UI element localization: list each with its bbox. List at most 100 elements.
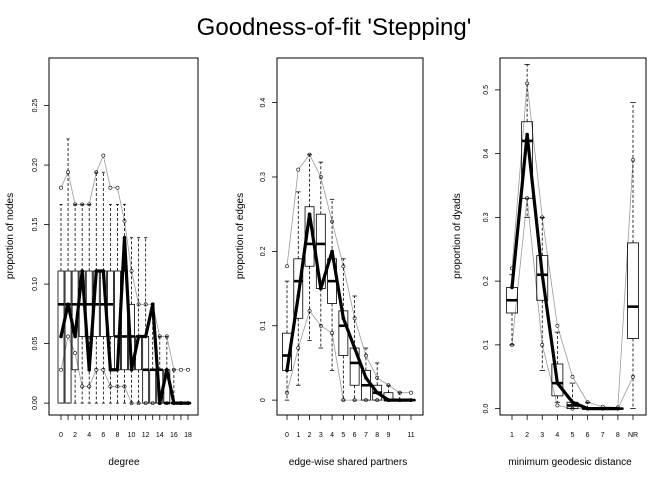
upper-band-point xyxy=(409,390,413,395)
observed-point xyxy=(172,401,176,405)
lower-band-point xyxy=(66,334,70,339)
observed-point xyxy=(66,302,70,307)
y-axis-label: proportion of dyads xyxy=(452,193,463,279)
observed-line-group xyxy=(510,132,620,411)
reference-bands xyxy=(285,152,413,403)
y-tick-label: 0.2 xyxy=(483,276,490,286)
upper-band-line xyxy=(286,153,411,394)
observed-point xyxy=(165,367,169,372)
x-tick-label: 12 xyxy=(142,432,150,439)
plot-frame xyxy=(48,57,199,416)
box xyxy=(521,121,534,199)
upper-band-point xyxy=(115,185,120,190)
y-tick-label: 0.3 xyxy=(260,172,267,182)
observed-point xyxy=(143,334,148,339)
y-tick-label: 0.0 xyxy=(483,404,490,414)
box xyxy=(293,258,304,319)
observed-point xyxy=(364,376,368,380)
figure-title: Goodness-of-fit 'Stepping' xyxy=(197,14,472,41)
x-tick-label: 8 xyxy=(375,432,379,439)
observed-point xyxy=(285,368,289,373)
y-tick-label: 0.4 xyxy=(483,149,490,159)
upper-band-line xyxy=(511,83,634,408)
geodesic-distance-panel: 0.0 0.1 0.2 0.3 0.4 0.5 1 2 3 4 5 6 7 8 NR minimum ge… xyxy=(452,57,647,468)
upper-band-point xyxy=(108,185,113,190)
y-tick-label: 0.1 xyxy=(260,321,267,331)
observed-point xyxy=(80,269,84,273)
observed-point xyxy=(386,398,391,402)
y-axis-ticks: 0.0 0.1 0.2 0.3 0.4 0.5 xyxy=(483,85,500,414)
observed-point xyxy=(296,294,301,298)
y-axis-label: proportion of edges xyxy=(235,193,246,279)
upper-band-point xyxy=(186,367,190,372)
x-axis-ticks: 0 2 4 6 8 10 12 14 16 18 xyxy=(59,415,192,439)
x-tick-label: 6 xyxy=(586,432,590,439)
observed-point xyxy=(352,346,357,350)
y-tick-label: 0.15 xyxy=(32,218,39,232)
observed-point xyxy=(87,367,92,372)
y-tick-label: 0.1 xyxy=(483,340,490,350)
x-axis-label: minimum geodesic distance xyxy=(508,457,632,468)
x-tick-label: 4 xyxy=(87,432,91,439)
y-axis-ticks: 0.00 0.05 0.10 0.15 0.20 0.25 xyxy=(32,99,49,410)
x-tick-label: 10 xyxy=(128,432,136,439)
box xyxy=(551,363,564,397)
y-tick-label: 0.5 xyxy=(483,85,490,95)
observed-point xyxy=(94,269,99,273)
x-tick-label: 7 xyxy=(601,432,605,439)
lower-band-point xyxy=(59,367,63,372)
reference-bands xyxy=(510,81,635,411)
observed-line xyxy=(510,132,618,411)
upper-band-point xyxy=(179,367,183,372)
box-group xyxy=(57,138,192,405)
x-tick-label: 7 xyxy=(364,432,368,439)
observed-point xyxy=(330,249,334,254)
x-axis-label: edge-wise shared partners xyxy=(289,457,407,468)
plot-frame xyxy=(276,57,424,416)
upper-band-point xyxy=(285,264,289,269)
y-axis-ticks: 0 0.1 0.2 0.3 0.4 xyxy=(260,98,277,402)
x-tick-label: 11 xyxy=(407,432,414,439)
y-tick-label: 0.05 xyxy=(32,337,39,351)
box xyxy=(536,255,549,301)
x-tick-label: 5 xyxy=(571,432,575,439)
y-tick-label: 0.00 xyxy=(32,396,39,410)
x-axis-label: degree xyxy=(108,457,140,468)
x-tick-label: 16 xyxy=(170,432,178,439)
observed-point xyxy=(186,401,190,405)
observed-point xyxy=(108,367,113,372)
observed-point xyxy=(101,269,106,273)
box xyxy=(57,270,65,404)
x-tick-label: NR xyxy=(628,432,638,439)
y-tick-label: 0.10 xyxy=(32,277,39,291)
x-axis-ticks: 0 1 2 3 4 5 6 7 8 9 11 xyxy=(285,415,415,439)
x-tick-label: 8 xyxy=(616,432,620,439)
observed-point xyxy=(397,398,402,402)
box xyxy=(64,270,72,404)
observed-point xyxy=(73,334,77,339)
upper-band-point xyxy=(296,167,301,172)
degree-panel: 0.00 0.05 0.10 0.15 0.20 0.25 0 2 4 6 8 10 12 14 16 18… xyxy=(5,57,199,468)
box xyxy=(627,242,639,339)
observed-point xyxy=(136,334,141,339)
x-tick-label: 0 xyxy=(285,432,289,439)
observed-point xyxy=(307,212,312,216)
observed-point xyxy=(585,406,590,411)
lower-band-point xyxy=(555,403,560,408)
upper-band-point xyxy=(101,153,106,158)
lower-band-line xyxy=(286,310,411,401)
observed-point xyxy=(341,316,346,321)
upper-band-point xyxy=(570,374,575,379)
x-tick-label: 1 xyxy=(510,432,514,439)
x-tick-label: 4 xyxy=(555,432,559,439)
observed-point xyxy=(59,334,63,339)
box xyxy=(149,369,157,404)
upper-band-point xyxy=(59,185,63,190)
x-tick-label: 2 xyxy=(73,432,77,439)
observed-point xyxy=(540,272,545,277)
observed-point xyxy=(510,285,514,290)
observed-line-group xyxy=(59,235,190,405)
observed-point xyxy=(555,381,560,385)
y-axis-label: proportion of nodes xyxy=(5,193,16,279)
observed-point xyxy=(129,367,134,372)
